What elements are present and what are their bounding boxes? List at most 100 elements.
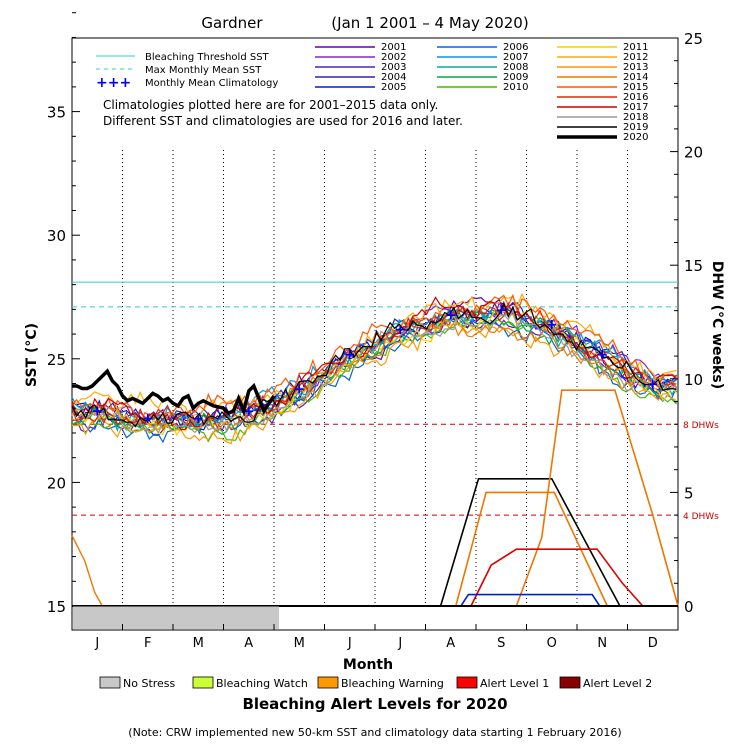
alert-bar-no-stress bbox=[73, 606, 280, 629]
month-label: J bbox=[347, 636, 352, 651]
y-axis-left-label: SST (°C) bbox=[24, 323, 40, 387]
climatology-note-1: Climatologies plotted here are for 2001–… bbox=[103, 98, 438, 112]
sst-line-2016 bbox=[71, 301, 677, 430]
month-label: M bbox=[294, 636, 305, 651]
legend-label-2017: 2017 bbox=[623, 102, 648, 113]
x-axis-label: Month bbox=[343, 657, 393, 673]
alert-legend: No Stress Bleaching Watch Bleaching Warnin… bbox=[99, 676, 652, 690]
historical-sst-lines bbox=[71, 292, 678, 445]
legend-label-2006: 2006 bbox=[503, 42, 528, 53]
legend-label-2008: 2008 bbox=[503, 62, 528, 73]
alert-label-1: Bleaching Watch bbox=[216, 677, 308, 690]
climatology-marker: + bbox=[91, 404, 103, 420]
alert-label-0: No Stress bbox=[123, 677, 176, 690]
alert-swatch-2 bbox=[317, 676, 339, 689]
legend-label-2018: 2018 bbox=[623, 112, 648, 123]
legend-label-2007: 2007 bbox=[503, 52, 528, 63]
legend-label-2010: 2010 bbox=[503, 82, 528, 93]
alert-label-2: Bleaching Warning bbox=[341, 677, 444, 690]
alert-level-bar bbox=[72, 605, 678, 629]
climatology-marker: + bbox=[546, 317, 558, 333]
axes: 15 20 25 30 35 0 5 10 15 20 25 J F M A M J J A S O N D bbox=[47, 12, 703, 651]
legend-label-2011: 2011 bbox=[623, 42, 648, 53]
month-label: M bbox=[193, 636, 204, 651]
climatology-marker: + bbox=[495, 302, 507, 318]
legend-label-2005: 2005 bbox=[381, 82, 406, 93]
sst-line-2002 bbox=[71, 301, 677, 426]
month-label: J bbox=[94, 636, 99, 651]
climatology-marker: + bbox=[243, 404, 255, 420]
climatology-marker: + bbox=[596, 347, 608, 363]
sst-2020-line bbox=[72, 368, 276, 417]
dhw-tick-label: 20 bbox=[684, 144, 703, 162]
legend-label-2013: 2013 bbox=[623, 62, 648, 73]
y-axis-right-label: DHW (°C weeks) bbox=[709, 261, 725, 389]
monthly-mean-climatology-markers: + + + + + + + + + + + + bbox=[91, 302, 658, 427]
sst-line-2011 bbox=[71, 309, 678, 437]
dhw-tick-label: 10 bbox=[684, 371, 703, 389]
sst-tick-label: 35 bbox=[47, 104, 66, 122]
alert-label-3: Alert Level 1 bbox=[480, 677, 549, 690]
reference-lines: 4 DHWs 8 DHWs bbox=[72, 281, 719, 522]
month-label: N bbox=[597, 636, 607, 651]
legend-label-2004: 2004 bbox=[381, 72, 406, 83]
climatology-note-2: Different SST and climatologies are used… bbox=[103, 114, 463, 128]
legend-clim-marker: +++ bbox=[96, 75, 131, 91]
alert-label-4: Alert Level 2 bbox=[583, 677, 652, 690]
dhw-line-2017 bbox=[470, 548, 644, 607]
legend-label-2001: 2001 bbox=[381, 42, 406, 53]
month-label: D bbox=[648, 636, 658, 651]
dhw-line-carryover bbox=[71, 535, 103, 607]
sst-tick-label: 20 bbox=[47, 474, 66, 492]
legend-label-2002: 2002 bbox=[381, 52, 406, 63]
dhw-tick-label: 25 bbox=[684, 30, 703, 48]
climatology-marker: + bbox=[344, 347, 356, 363]
reference-legend: Bleaching Threshold SST Max Monthly Mean… bbox=[96, 52, 278, 91]
climatology-marker: + bbox=[394, 322, 406, 338]
sst-line-2010 bbox=[71, 315, 677, 443]
legend-mmm-label: Max Monthly Mean SST bbox=[145, 65, 262, 76]
legend-clim-label: Monthly Mean Climatology bbox=[145, 78, 278, 89]
dhw-ref-label: 4 DHWs bbox=[683, 512, 719, 522]
climatology-marker: + bbox=[142, 411, 154, 427]
legend-label-2009: 2009 bbox=[503, 72, 528, 83]
alert-swatch-3 bbox=[456, 676, 478, 689]
dhw-ref-label: 8 DHWs bbox=[683, 421, 719, 431]
footnote: (Note: CRW implemented new 50-km SST and… bbox=[128, 726, 621, 739]
legend-label-2020: 2020 bbox=[623, 132, 648, 143]
legend-threshold-label: Bleaching Threshold SST bbox=[145, 52, 270, 63]
month-label: A bbox=[446, 636, 455, 651]
sst-line-2001 bbox=[71, 296, 677, 430]
month-label: J bbox=[397, 636, 402, 651]
legend-label-2014: 2014 bbox=[623, 72, 648, 83]
legend-label-2016: 2016 bbox=[623, 92, 648, 103]
dhw-tick-label: 5 bbox=[684, 484, 694, 502]
sst-line-2015 bbox=[71, 293, 677, 427]
sst-line-2019 bbox=[71, 302, 677, 428]
legend-label-2003: 2003 bbox=[381, 62, 406, 73]
dhw-line-2019 bbox=[439, 477, 621, 607]
alert-swatch-1 bbox=[192, 676, 214, 689]
dhw-tick-label: 0 bbox=[684, 598, 694, 616]
sst-line-2020 bbox=[72, 368, 276, 417]
month-label: A bbox=[244, 636, 253, 651]
legend-label-2019: 2019 bbox=[623, 122, 648, 133]
dhw-tick-label: 15 bbox=[684, 257, 703, 275]
chart-title-station: Gardner bbox=[201, 14, 263, 32]
month-label: S bbox=[497, 636, 505, 651]
alert-legend-title: Bleaching Alert Levels for 2020 bbox=[242, 695, 507, 713]
month-label: O bbox=[547, 636, 557, 651]
climatology-marker: + bbox=[293, 381, 305, 397]
climatology-marker: + bbox=[445, 307, 457, 323]
sst-tick-label: 25 bbox=[47, 351, 66, 369]
climatology-marker: + bbox=[192, 411, 204, 427]
legend-label-2012: 2012 bbox=[623, 52, 648, 63]
alert-swatch-0 bbox=[99, 676, 121, 689]
chart-title-period: (Jan 1 2001 – 4 May 2020) bbox=[331, 14, 528, 32]
dhw-line-2005 bbox=[460, 593, 601, 607]
month-label: F bbox=[144, 636, 151, 651]
climatology-marker: + bbox=[647, 377, 659, 393]
dhw-line-2014 bbox=[515, 389, 679, 607]
